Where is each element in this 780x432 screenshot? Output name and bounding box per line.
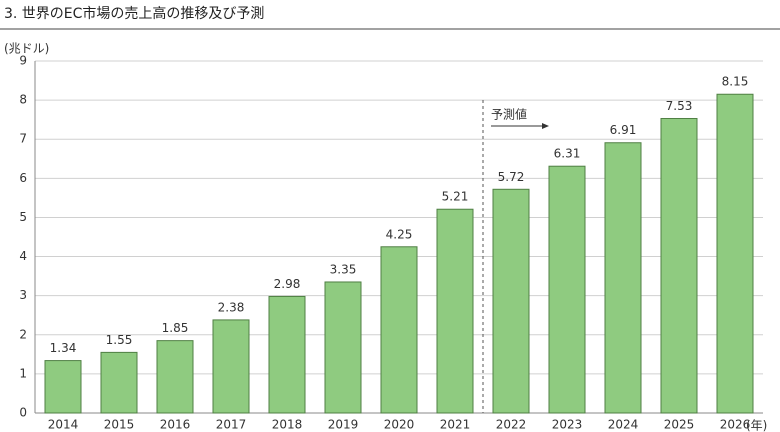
value-label: 1.85 — [162, 321, 189, 335]
bar — [380, 246, 418, 414]
y-tick-label: 1 — [19, 366, 27, 380]
value-label: 5.21 — [442, 190, 469, 204]
bar — [548, 165, 586, 414]
x-tick-label: 2019 — [328, 418, 359, 432]
forecast-arrowhead — [542, 123, 549, 129]
bar — [268, 295, 306, 414]
x-tick-label: 2016 — [160, 418, 191, 432]
x-tick-label: 2025 — [664, 418, 695, 432]
x-tick-label: 2024 — [608, 418, 639, 432]
bar — [660, 117, 698, 414]
value-label: 1.34 — [50, 341, 77, 355]
x-tick-label: 2015 — [104, 418, 135, 432]
y-tick-label: 7 — [19, 132, 27, 146]
x-tick-label: 2020 — [384, 418, 415, 432]
value-label: 6.91 — [610, 123, 637, 137]
x-tick-label: 2018 — [272, 418, 303, 432]
y-tick-label: 8 — [19, 93, 27, 107]
value-label: 7.53 — [666, 99, 693, 113]
value-label: 2.38 — [218, 300, 245, 314]
y-axis-label: (兆ドル) — [4, 42, 49, 56]
x-tick-label: 2021 — [440, 418, 471, 432]
x-tick-label: 2017 — [216, 418, 247, 432]
value-label: 3.35 — [330, 262, 357, 276]
chart-title: 3. 世界のEC市場の売上高の推移及び予測 — [4, 5, 264, 22]
bar — [716, 93, 754, 414]
bar — [324, 281, 362, 414]
y-tick-label: 5 — [19, 210, 27, 224]
bar — [436, 208, 474, 414]
x-axis-unit: (年) — [746, 419, 767, 432]
y-tick-label: 9 — [19, 54, 27, 68]
bar — [100, 351, 138, 414]
value-label: 1.55 — [106, 333, 133, 347]
x-tick-label: 2023 — [552, 418, 583, 432]
value-label: 4.25 — [386, 227, 413, 241]
y-tick-label: 2 — [19, 327, 27, 341]
x-tick-label: 2022 — [496, 418, 527, 432]
y-tick-label: 0 — [19, 406, 27, 420]
y-tick-label: 4 — [19, 249, 27, 263]
value-label: 5.72 — [498, 170, 525, 184]
value-label: 2.98 — [274, 277, 301, 291]
x-tick-label: 2026 — [720, 418, 751, 432]
bar — [604, 142, 642, 414]
y-tick-label: 6 — [19, 171, 27, 185]
value-label: 8.15 — [722, 75, 749, 89]
value-label: 6.31 — [554, 147, 581, 161]
x-tick-label: 2014 — [48, 418, 79, 432]
bar — [492, 188, 530, 414]
bar — [44, 360, 82, 414]
bar — [156, 340, 194, 414]
bar — [212, 319, 250, 414]
forecast-label: 予測値 — [491, 107, 527, 122]
y-tick-label: 3 — [19, 288, 27, 302]
